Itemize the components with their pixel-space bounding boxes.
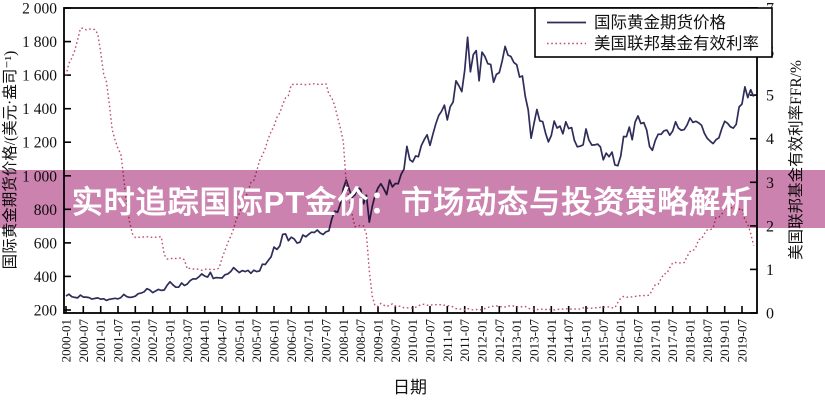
right-tick-label: 1 xyxy=(766,262,774,279)
x-tick-label: 2015-01 xyxy=(579,319,594,362)
x-tick-label: 2002-01 xyxy=(128,319,143,362)
right-tick-label: 4 xyxy=(766,131,774,148)
x-tick-label: 2003-07 xyxy=(180,319,195,363)
left-tick-label: 1 800 xyxy=(22,34,57,51)
x-tick-label: 2001-01 xyxy=(93,319,108,362)
right-axis-title: 美国联邦基金有效利率FFR/% xyxy=(787,60,805,260)
x-tick-label: 2017-07 xyxy=(665,319,680,363)
left-tick-label: 1 200 xyxy=(22,135,57,152)
x-tick-label: 2016-01 xyxy=(613,319,628,362)
x-tick-label: 2019-07 xyxy=(735,319,750,363)
x-tick-label: 2018-01 xyxy=(683,319,698,362)
x-tick-label: 2011-07 xyxy=(457,319,472,362)
legend: 国际黄金期货价格 美国联邦基金有效利率 xyxy=(534,7,773,58)
x-tick-label: 2000-07 xyxy=(76,319,91,363)
x-tick-label: 2013-07 xyxy=(527,319,542,363)
x-tick-label: 2007-07 xyxy=(319,319,334,363)
x-tick-label: 2015-07 xyxy=(596,319,611,363)
left-tick-label: 2 000 xyxy=(22,1,57,18)
x-tick-label: 2008-01 xyxy=(336,319,351,362)
x-tick-label: 2010-07 xyxy=(423,319,438,363)
left-tick-label: 400 xyxy=(34,269,58,286)
x-tick-label: 2017-01 xyxy=(648,319,663,362)
x-tick-label: 2013-01 xyxy=(509,319,524,362)
x-tick-label: 2007-01 xyxy=(301,319,316,362)
left-tick-label: 600 xyxy=(34,235,58,252)
left-tick-label: 1 400 xyxy=(22,101,57,118)
legend-label-gold: 国际黄金期货价格 xyxy=(594,13,727,32)
x-tick-label: 2004-01 xyxy=(197,319,212,362)
x-tick-label: 2014-01 xyxy=(544,319,559,362)
x-axis-title: 日期 xyxy=(393,378,427,397)
x-tick-label: 2016-07 xyxy=(631,319,646,363)
ffr-line xyxy=(65,27,755,311)
series-lines xyxy=(65,27,755,311)
x-tick-label: 2011-01 xyxy=(440,319,455,362)
headline-title: 实时追踪国际PT金价：市场动态与投资策略解析 xyxy=(71,184,754,220)
x-tick-label: 2019-01 xyxy=(717,319,732,362)
x-tick-label: 2001-07 xyxy=(111,319,126,363)
plot-border xyxy=(63,7,758,314)
x-tick-label: 2003-01 xyxy=(163,319,178,362)
headline-banner xyxy=(0,170,825,228)
x-tick-label: 2002-07 xyxy=(145,319,160,363)
x-tick-label: 2000-01 xyxy=(59,319,74,362)
x-tick-label: 2014-07 xyxy=(561,319,576,363)
x-tick-label: 2018-07 xyxy=(700,319,715,363)
x-tick-label: 2005-07 xyxy=(249,319,264,363)
x-tick-label: 2006-07 xyxy=(284,319,299,363)
right-tick-label: 0 xyxy=(766,306,774,323)
x-tick-label: 2008-07 xyxy=(353,319,368,363)
x-tick-label: 2012-07 xyxy=(492,319,507,363)
x-tick-label: 2005-01 xyxy=(232,319,247,362)
right-tick-label: 5 xyxy=(766,88,774,105)
x-tick-label: 2009-07 xyxy=(388,319,403,363)
x-tick-label: 2012-01 xyxy=(475,319,490,362)
legend-label-ffr: 美国联邦基金有效利率 xyxy=(594,34,759,53)
gold-price-line xyxy=(65,36,755,302)
x-tick-label: 2009-01 xyxy=(371,319,386,362)
left-tick-label: 200 xyxy=(34,303,58,320)
legend-box xyxy=(534,7,773,58)
left-tick-label: 1 600 xyxy=(22,68,57,85)
left-axis-title: 国际黄金期货价格/(美元·盎司⁻¹) xyxy=(1,51,19,270)
x-tick-label: 2004-07 xyxy=(215,319,230,363)
x-tick-label: 2010-01 xyxy=(405,319,420,362)
x-tick-label: 2006-01 xyxy=(267,319,282,362)
